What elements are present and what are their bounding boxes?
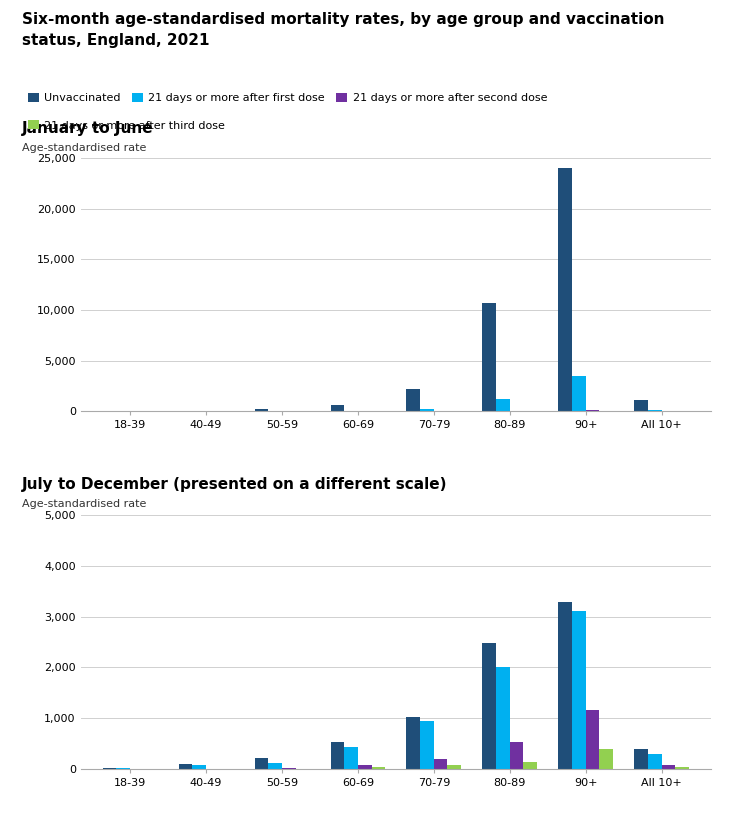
Bar <box>634 401 648 411</box>
Bar <box>523 762 537 769</box>
Bar <box>447 765 461 769</box>
Bar <box>648 754 662 769</box>
Bar <box>434 759 447 769</box>
Bar <box>331 742 345 769</box>
Text: Age-standardised rate: Age-standardised rate <box>22 499 147 509</box>
Bar <box>634 750 648 769</box>
Bar <box>559 602 572 769</box>
Bar <box>192 765 206 769</box>
Bar <box>482 302 496 411</box>
Bar <box>496 399 509 411</box>
Bar <box>572 611 586 769</box>
Bar <box>648 410 662 411</box>
Bar <box>254 758 268 769</box>
Bar <box>662 765 675 769</box>
Bar <box>372 767 385 769</box>
Text: January to June: January to June <box>22 121 154 136</box>
Bar <box>586 711 600 769</box>
Bar <box>420 410 434 411</box>
Bar <box>496 667 509 769</box>
Bar <box>407 389 420 411</box>
Bar <box>559 168 572 411</box>
Bar <box>282 768 295 769</box>
Bar <box>572 376 586 411</box>
Bar <box>179 764 192 769</box>
Bar <box>345 747 358 769</box>
Bar <box>358 765 372 769</box>
Legend: 21 days or more after third dose: 21 days or more after third dose <box>28 120 225 130</box>
Bar <box>254 410 268 411</box>
Bar <box>407 717 420 769</box>
Bar <box>420 720 434 769</box>
Bar <box>675 767 689 769</box>
Text: Six-month age-standardised mortality rates, by age group and vaccination
status,: Six-month age-standardised mortality rat… <box>22 12 665 48</box>
Bar <box>268 763 282 769</box>
Text: July to December (presented on a different scale): July to December (presented on a differe… <box>22 477 447 492</box>
Bar <box>482 643 496 769</box>
Legend: Unvaccinated, 21 days or more after first dose, 21 days or more after second dos: Unvaccinated, 21 days or more after firs… <box>28 93 548 103</box>
Bar <box>331 406 345 411</box>
Bar <box>600 749 613 769</box>
Bar <box>509 742 523 769</box>
Text: Age-standardised rate: Age-standardised rate <box>22 143 147 153</box>
